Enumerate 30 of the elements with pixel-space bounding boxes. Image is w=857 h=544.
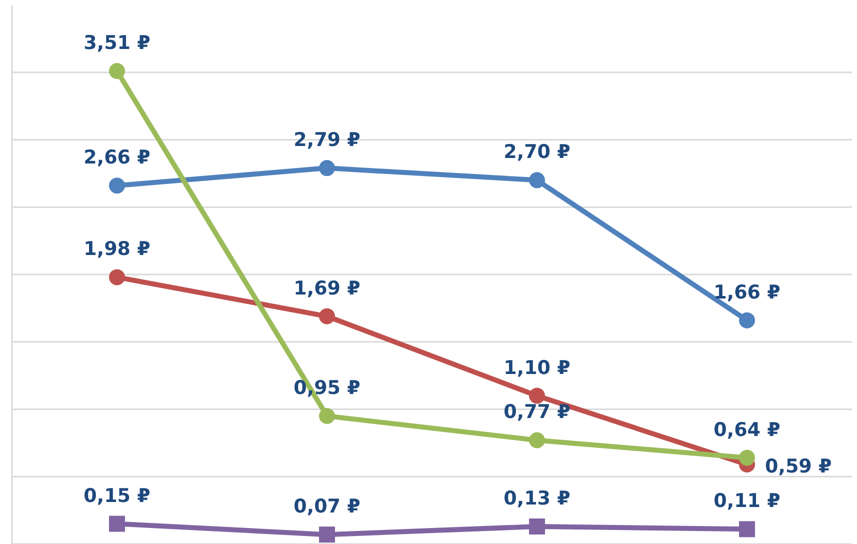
point xyxy=(529,172,545,188)
data-label: 2,66 ₽ xyxy=(84,146,150,169)
point xyxy=(109,63,125,80)
data-label: 1,66 ₽ xyxy=(714,281,780,304)
point xyxy=(529,388,545,404)
point xyxy=(109,269,125,286)
point xyxy=(319,160,335,176)
data-label: 3,51 ₽ xyxy=(84,32,150,54)
data-label: 0,11 ₽ xyxy=(714,490,780,512)
point xyxy=(739,450,755,466)
point xyxy=(319,408,335,424)
data-label: 1,10 ₽ xyxy=(504,356,570,379)
data-label: 0,13 ₽ xyxy=(504,487,570,510)
point xyxy=(739,312,755,328)
point xyxy=(529,432,545,448)
point xyxy=(319,308,335,324)
data-label: 0,77 ₽ xyxy=(504,401,570,424)
data-label: 0,59 ₽ xyxy=(765,455,832,478)
data-label: 0,64 ₽ xyxy=(714,418,780,441)
point xyxy=(739,521,755,538)
data-label: 0,15 ₽ xyxy=(84,484,150,507)
data-label: 0,07 ₽ xyxy=(294,496,360,518)
data-label: 2,79 ₽ xyxy=(294,129,360,152)
point xyxy=(529,518,545,534)
data-label: 1,98 ₽ xyxy=(84,238,150,260)
data-label: 2,70 ₽ xyxy=(504,141,570,164)
point xyxy=(319,526,335,543)
point xyxy=(109,178,125,194)
point xyxy=(109,516,125,532)
data-label: 1,69 ₽ xyxy=(294,277,360,300)
